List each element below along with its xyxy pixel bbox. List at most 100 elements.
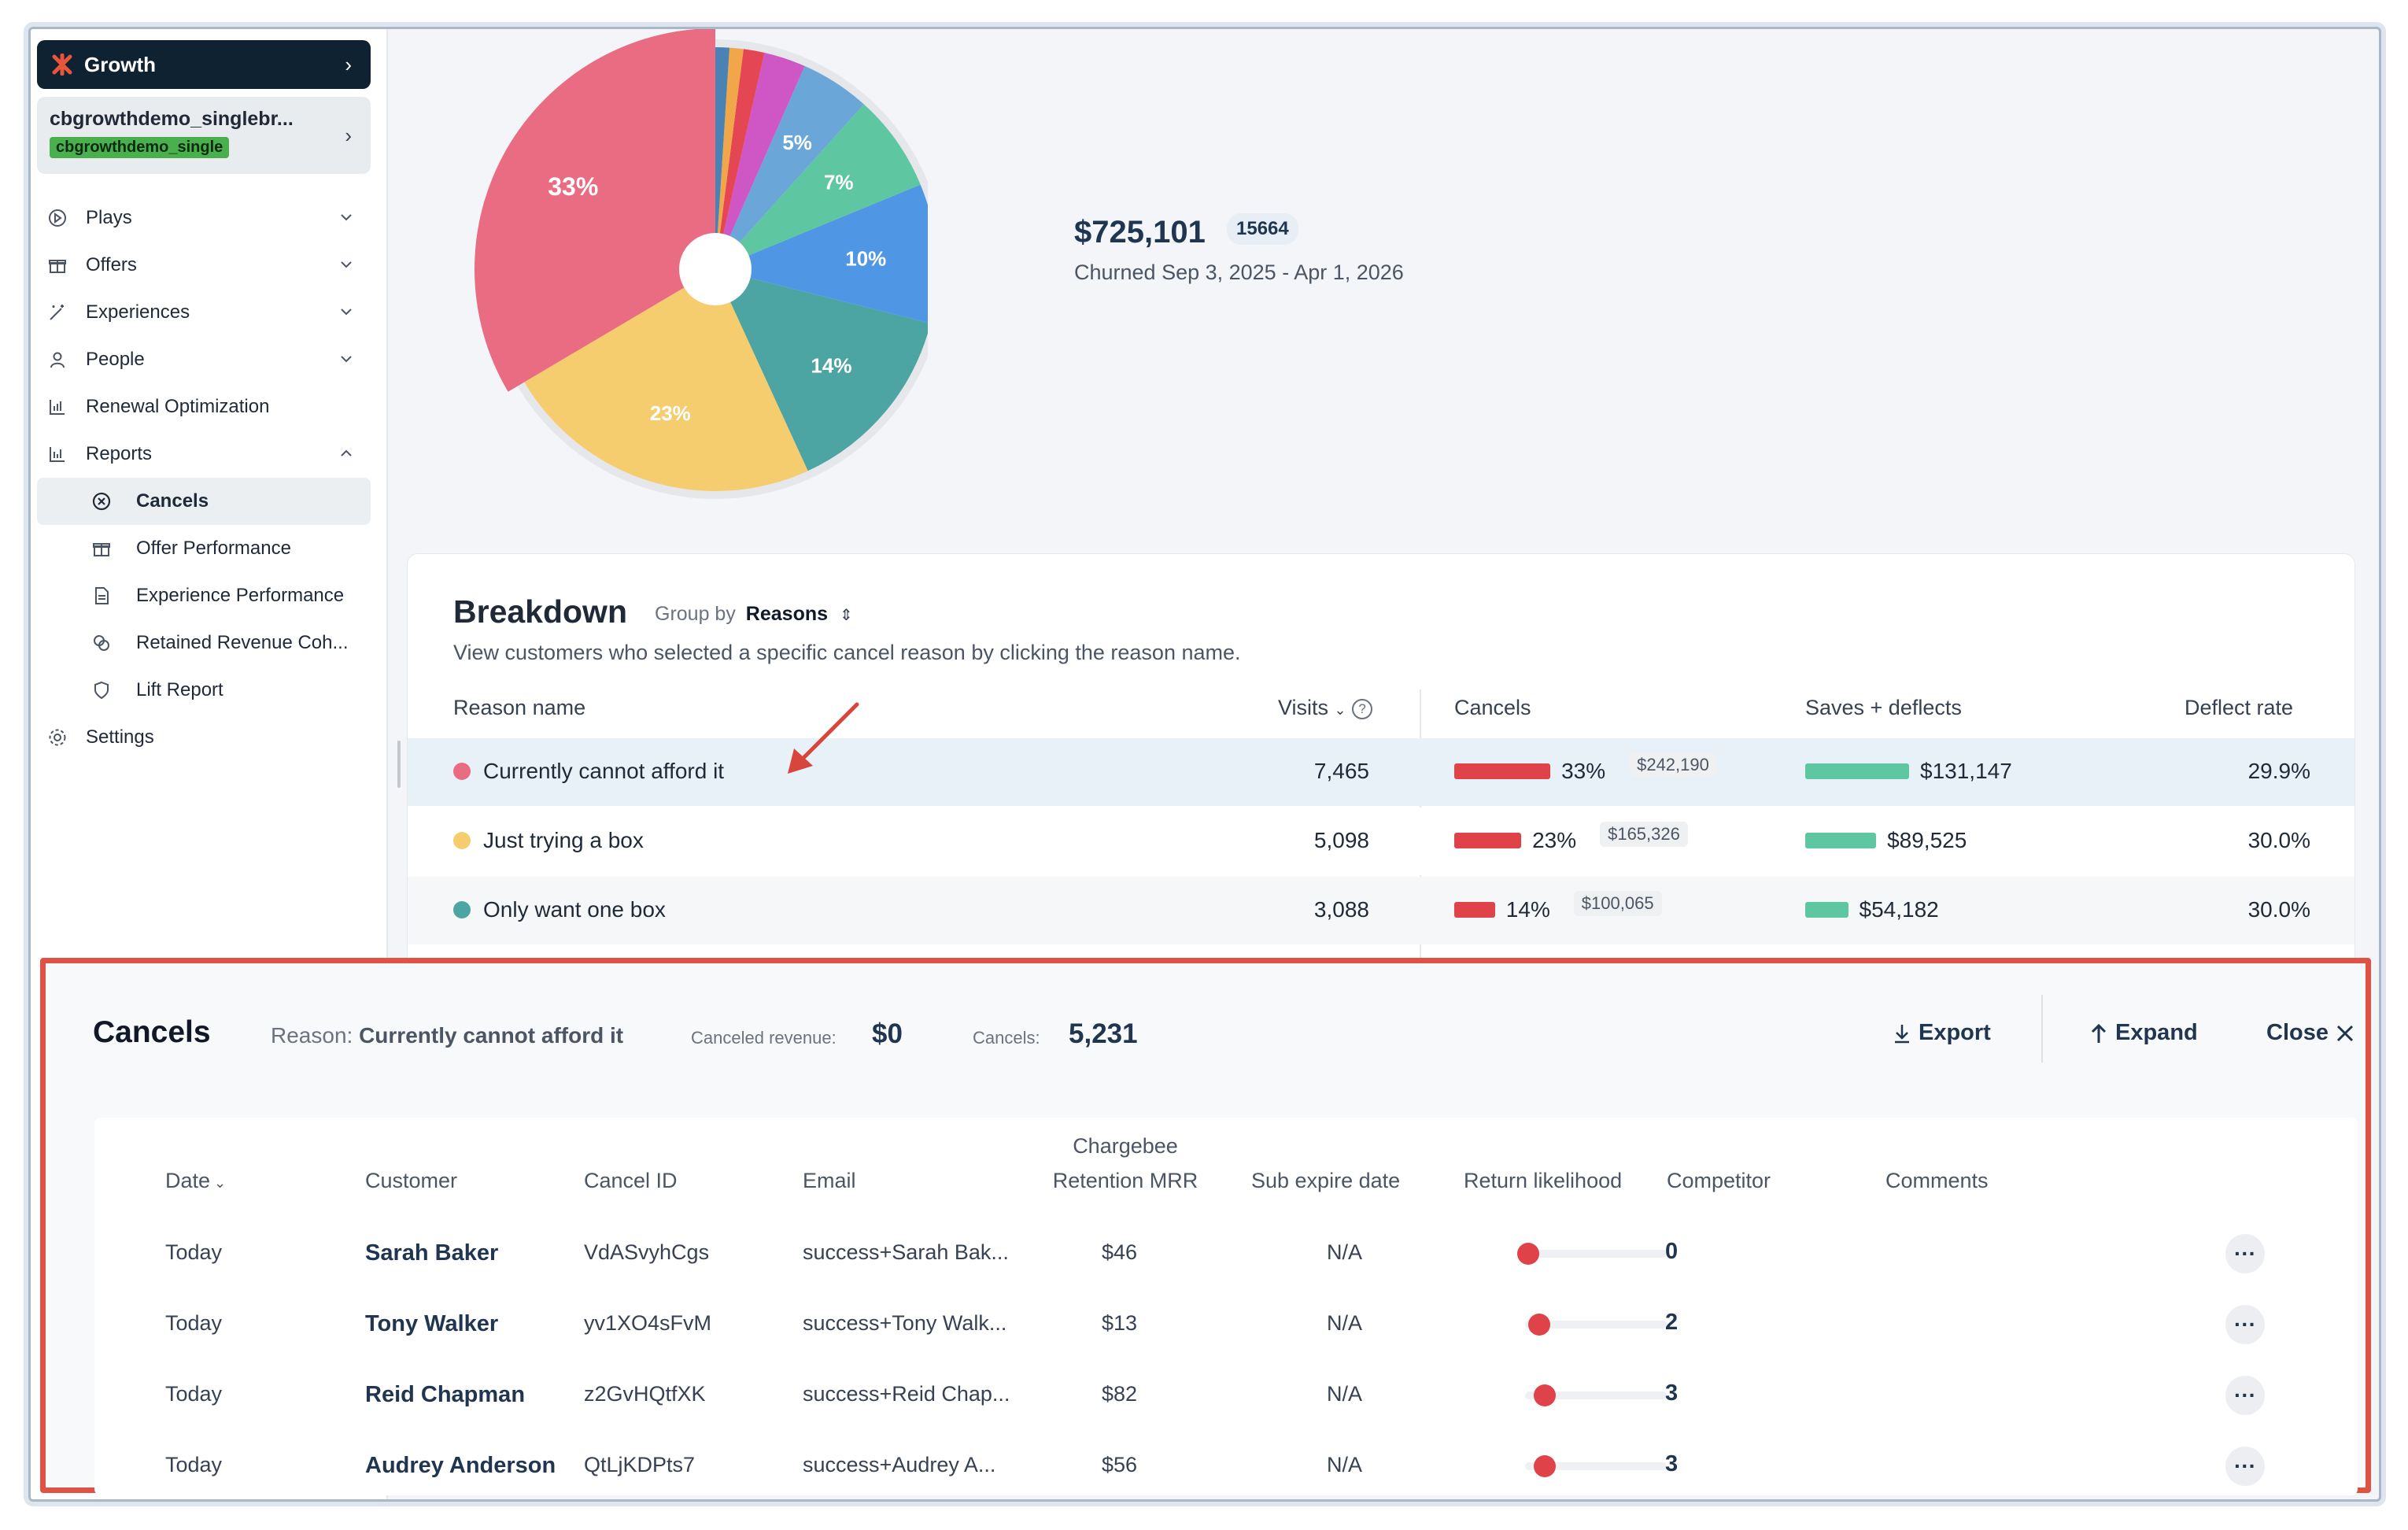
- reason-name-link[interactable]: Only want one box: [453, 897, 666, 922]
- breakdown-row[interactable]: Only want one box 3,088 14% $100,065 $54…: [408, 877, 2354, 944]
- sort-updown-icon: ⇕: [839, 607, 853, 624]
- cell-mrr: $56: [1102, 1453, 1138, 1476]
- download-icon: [1895, 1024, 1909, 1043]
- table-row: Today Tony Walker yv1XO4sFvM success+Ton…: [94, 1288, 2358, 1358]
- pie-slice[interactable]: [715, 104, 921, 269]
- breakdown-card: Breakdown Group by Reasons ⇕ View custom…: [407, 553, 2355, 1036]
- shield-icon: [90, 679, 113, 701]
- pie-slice[interactable]: [715, 49, 765, 269]
- chevron-right-icon: ›: [345, 52, 352, 76]
- sidebar-item-label: Reports: [86, 443, 153, 464]
- more-options-button[interactable]: ···: [2225, 1234, 2265, 1273]
- pie-center-hole: [679, 233, 752, 305]
- coins-icon: [90, 632, 113, 654]
- close-button[interactable]: Close: [2266, 1020, 2355, 1046]
- cancels-pct: 33%: [1561, 759, 1606, 783]
- app-window: Growth › cbgrowthdemo_singlebr... cbgrow…: [28, 27, 2381, 1502]
- sidebar-nav: Plays Offers Experiences People Renewal: [37, 194, 371, 761]
- saves-value: $54,182: [1859, 897, 1939, 922]
- pie-slice[interactable]: [715, 184, 937, 323]
- pie-slice[interactable]: [715, 47, 744, 269]
- sidebar-item-retained-revenue[interactable]: Retained Revenue Coh...: [37, 619, 371, 667]
- visits-value: 3,088: [1313, 897, 1369, 922]
- expand-button[interactable]: Expand: [2089, 1020, 2198, 1046]
- saves-bar: [1805, 763, 1909, 779]
- sidebar-resize-handle[interactable]: [397, 741, 401, 788]
- cell-cancel-id: QtLjKDPts7: [584, 1453, 696, 1476]
- col-mrr-line2: Retention MRR: [1052, 1169, 1198, 1192]
- more-options-button[interactable]: ···: [2225, 1376, 2265, 1415]
- cell-email: success+Tony Walk...: [803, 1311, 1007, 1335]
- likelihood-track: [1525, 1391, 1667, 1399]
- header-visits[interactable]: Visits ⌄ ?: [1278, 696, 1373, 720]
- cancels-reason: Reason: Currently cannot afford it: [271, 1023, 623, 1048]
- chevron-down-icon: [341, 261, 352, 268]
- col-sub-expire: Sub expire date: [1251, 1169, 1401, 1192]
- pie-slice[interactable]: [475, 29, 715, 392]
- sidebar-item-offers[interactable]: Offers: [37, 242, 371, 289]
- deflect-rate: 30.0%: [2247, 897, 2310, 922]
- canceled-revenue-value: $0: [872, 1018, 903, 1049]
- pie-slice[interactable]: [715, 65, 864, 269]
- sidebar-item-lift-report[interactable]: Lift Report: [37, 667, 371, 714]
- sidebar-item-experiences[interactable]: Experiences: [37, 289, 371, 336]
- likelihood-value: 0: [1665, 1239, 1679, 1264]
- sidebar-item-offer-performance[interactable]: Offer Performance: [37, 525, 371, 572]
- cell-email: success+Audrey A...: [803, 1453, 996, 1476]
- sidebar-item-plays[interactable]: Plays: [37, 194, 371, 242]
- workspace-switcher[interactable]: Growth ›: [37, 40, 371, 89]
- reason-label: Reason:: [271, 1023, 353, 1048]
- pie-slice[interactable]: [715, 52, 805, 270]
- cell-customer-link[interactable]: Audrey Anderson: [365, 1453, 556, 1478]
- col-comments: Comments: [1885, 1169, 1989, 1192]
- cancels-table: Date ⌄ Customer Cancel ID Email Chargebe…: [94, 1118, 2358, 1495]
- reason-value: Currently cannot afford it: [359, 1023, 624, 1048]
- export-button[interactable]: Export: [1892, 1020, 1991, 1046]
- breakdown-row[interactable]: Currently cannot afford it 7,465 33% $24…: [408, 738, 2354, 806]
- cell-customer-link[interactable]: Tony Walker: [365, 1311, 499, 1336]
- cancels-title: Cancels: [93, 1015, 211, 1049]
- cell-customer-link[interactable]: Reid Chapman: [365, 1382, 526, 1407]
- pie-slice[interactable]: [715, 269, 931, 471]
- brand-logo-icon: [52, 54, 72, 76]
- more-options-button[interactable]: ···: [2225, 1447, 2265, 1486]
- cancels-count-value: 5,231: [1069, 1018, 1138, 1049]
- sidebar-item-people[interactable]: People: [37, 336, 371, 383]
- likelihood-track: [1525, 1462, 1667, 1470]
- cell-customer-link[interactable]: Sarah Baker: [365, 1240, 499, 1266]
- sidebar-item-label: Offer Performance: [136, 538, 291, 559]
- group-by-value: Reasons: [745, 603, 829, 625]
- reason-name: Currently cannot afford it: [483, 759, 725, 783]
- saves-bar: [1805, 902, 1848, 918]
- likelihood-indicator: [1534, 1384, 1556, 1406]
- account-switcher[interactable]: cbgrowthdemo_singlebr... cbgrowthdemo_si…: [37, 97, 371, 174]
- col-date[interactable]: Date ⌄: [165, 1163, 226, 1200]
- breakdown-subtitle: View customers who selected a specific c…: [453, 641, 1241, 664]
- sidebar-item-label: People: [86, 349, 145, 370]
- pie-slice[interactable]: [524, 269, 808, 492]
- reason-name-link[interactable]: Just trying a box: [453, 828, 644, 853]
- cancels-amount: $100,065: [1573, 891, 1662, 916]
- header-deflect-rate: Deflect rate: [2185, 696, 2294, 719]
- likelihood-track: [1525, 1250, 1667, 1258]
- sidebar-item-renewal-optimization[interactable]: Renewal Optimization: [37, 383, 371, 431]
- likelihood-track: [1525, 1321, 1667, 1329]
- reason-name-link[interactable]: Currently cannot afford it: [453, 759, 724, 784]
- gift-icon: [46, 254, 68, 276]
- sidebar-item-label: Renewal Optimization: [86, 396, 270, 417]
- group-by-selector[interactable]: Group by Reasons ⇕: [655, 603, 853, 626]
- sidebar-item-experience-performance[interactable]: Experience Performance: [37, 572, 371, 619]
- sidebar-item-label: Cancels: [136, 490, 209, 512]
- help-icon[interactable]: ?: [1352, 699, 1373, 719]
- table-row: Today Audrey Anderson QtLjKDPts7 success…: [94, 1429, 2358, 1499]
- sidebar-item-label: Offers: [86, 254, 137, 275]
- sidebar-item-cancels[interactable]: Cancels: [37, 478, 371, 525]
- pie-slice[interactable]: [715, 47, 729, 269]
- more-options-button[interactable]: ···: [2225, 1305, 2265, 1344]
- gear-icon: [46, 726, 68, 748]
- sidebar-item-reports[interactable]: Reports: [37, 431, 371, 478]
- cell-date: Today: [165, 1382, 223, 1406]
- cancels-bar: [1454, 763, 1551, 779]
- breakdown-row[interactable]: Just trying a box 5,098 23% $165,326 $89…: [408, 808, 2354, 875]
- sidebar-item-settings[interactable]: Settings: [37, 714, 371, 761]
